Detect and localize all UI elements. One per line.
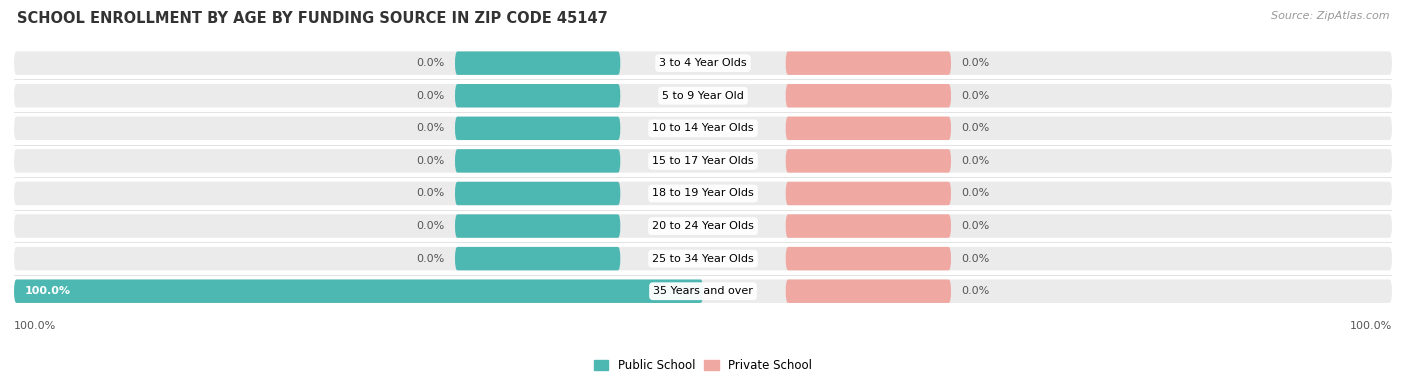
- FancyBboxPatch shape: [786, 247, 950, 270]
- Text: 0.0%: 0.0%: [416, 221, 444, 231]
- FancyBboxPatch shape: [456, 182, 620, 205]
- FancyBboxPatch shape: [14, 182, 1392, 205]
- FancyBboxPatch shape: [786, 84, 950, 107]
- Text: 10 to 14 Year Olds: 10 to 14 Year Olds: [652, 123, 754, 133]
- FancyBboxPatch shape: [786, 279, 950, 303]
- Text: 20 to 24 Year Olds: 20 to 24 Year Olds: [652, 221, 754, 231]
- FancyBboxPatch shape: [786, 116, 950, 140]
- FancyBboxPatch shape: [786, 182, 950, 205]
- FancyBboxPatch shape: [456, 215, 620, 238]
- Text: 0.0%: 0.0%: [416, 156, 444, 166]
- Text: 0.0%: 0.0%: [416, 91, 444, 101]
- FancyBboxPatch shape: [14, 279, 703, 303]
- Text: 0.0%: 0.0%: [962, 58, 990, 68]
- FancyBboxPatch shape: [456, 149, 620, 173]
- FancyBboxPatch shape: [456, 84, 620, 107]
- FancyBboxPatch shape: [14, 149, 1392, 173]
- Text: 18 to 19 Year Olds: 18 to 19 Year Olds: [652, 188, 754, 198]
- Text: 100.0%: 100.0%: [24, 286, 70, 296]
- FancyBboxPatch shape: [456, 51, 620, 75]
- Text: 3 to 4 Year Olds: 3 to 4 Year Olds: [659, 58, 747, 68]
- Text: 15 to 17 Year Olds: 15 to 17 Year Olds: [652, 156, 754, 166]
- FancyBboxPatch shape: [14, 51, 1392, 75]
- Text: 0.0%: 0.0%: [416, 123, 444, 133]
- Text: 0.0%: 0.0%: [962, 188, 990, 198]
- Text: 0.0%: 0.0%: [416, 254, 444, 264]
- Text: 0.0%: 0.0%: [962, 156, 990, 166]
- Text: 100.0%: 100.0%: [14, 320, 56, 331]
- Text: SCHOOL ENROLLMENT BY AGE BY FUNDING SOURCE IN ZIP CODE 45147: SCHOOL ENROLLMENT BY AGE BY FUNDING SOUR…: [17, 11, 607, 26]
- Text: 0.0%: 0.0%: [416, 58, 444, 68]
- Text: 0.0%: 0.0%: [962, 254, 990, 264]
- Legend: Public School, Private School: Public School, Private School: [589, 355, 817, 377]
- Text: 0.0%: 0.0%: [962, 221, 990, 231]
- FancyBboxPatch shape: [14, 215, 1392, 238]
- Text: 0.0%: 0.0%: [962, 91, 990, 101]
- FancyBboxPatch shape: [456, 116, 620, 140]
- Text: 100.0%: 100.0%: [1350, 320, 1392, 331]
- FancyBboxPatch shape: [14, 247, 1392, 270]
- Text: 0.0%: 0.0%: [962, 286, 990, 296]
- FancyBboxPatch shape: [786, 51, 950, 75]
- Text: 5 to 9 Year Old: 5 to 9 Year Old: [662, 91, 744, 101]
- Text: 25 to 34 Year Olds: 25 to 34 Year Olds: [652, 254, 754, 264]
- FancyBboxPatch shape: [456, 247, 620, 270]
- FancyBboxPatch shape: [14, 279, 1392, 303]
- Text: 0.0%: 0.0%: [416, 188, 444, 198]
- Text: 35 Years and over: 35 Years and over: [652, 286, 754, 296]
- FancyBboxPatch shape: [14, 84, 1392, 107]
- FancyBboxPatch shape: [786, 215, 950, 238]
- FancyBboxPatch shape: [14, 116, 1392, 140]
- Text: 0.0%: 0.0%: [962, 123, 990, 133]
- Text: Source: ZipAtlas.com: Source: ZipAtlas.com: [1271, 11, 1389, 21]
- FancyBboxPatch shape: [786, 149, 950, 173]
